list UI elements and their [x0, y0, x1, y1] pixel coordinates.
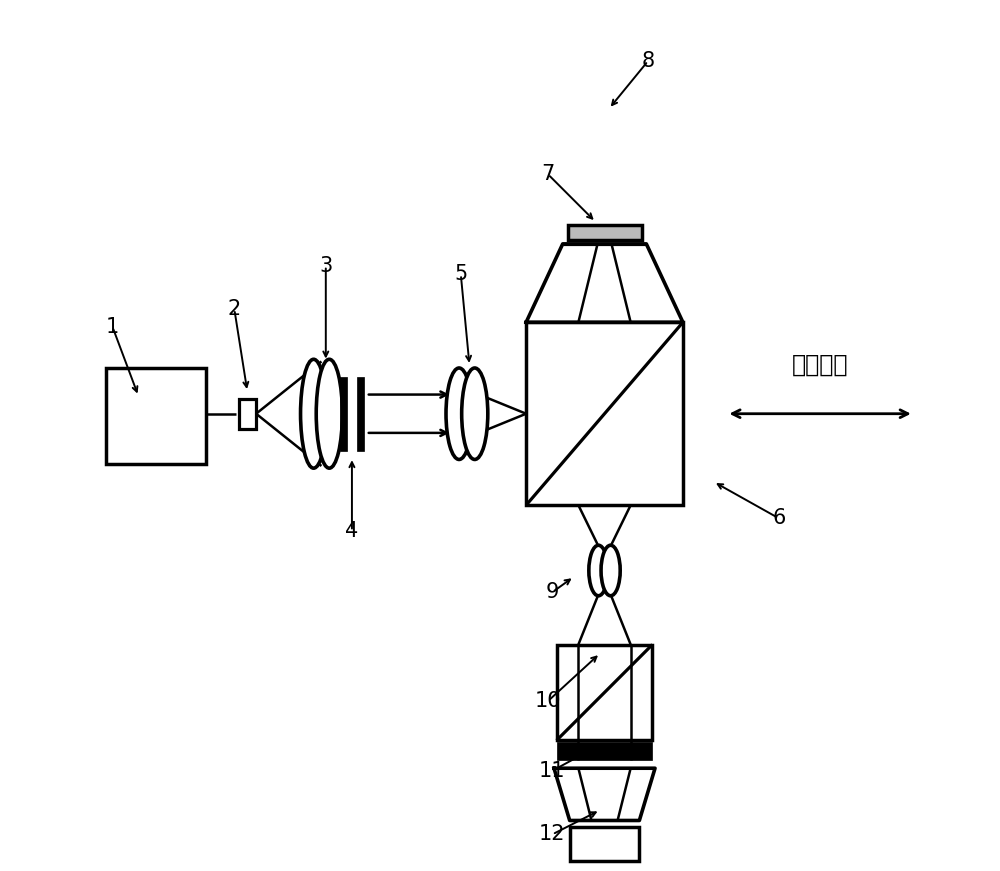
Text: 4: 4 [345, 522, 359, 541]
Bar [557, 742, 652, 760]
Ellipse shape [316, 359, 342, 469]
Text: 6: 6 [772, 509, 785, 528]
Bar [106, 368, 206, 464]
Ellipse shape [462, 368, 488, 460]
Ellipse shape [301, 359, 327, 469]
Bar [340, 376, 347, 451]
Ellipse shape [446, 368, 472, 460]
Bar [568, 225, 642, 240]
Text: 3: 3 [319, 256, 332, 275]
Bar [526, 322, 683, 505]
Text: 11: 11 [539, 761, 566, 780]
Text: 8: 8 [642, 51, 655, 71]
Text: 12: 12 [539, 825, 566, 844]
Text: 1: 1 [106, 317, 119, 336]
Text: 电控位移: 电控位移 [792, 353, 849, 377]
Text: 7: 7 [541, 165, 555, 184]
Ellipse shape [589, 545, 608, 596]
Ellipse shape [601, 545, 620, 596]
Bar [239, 399, 256, 429]
Text: 5: 5 [454, 265, 467, 284]
Bar [357, 376, 364, 451]
Bar [570, 827, 639, 861]
Text: 10: 10 [535, 692, 561, 711]
Text: 2: 2 [228, 300, 241, 319]
Text: 9: 9 [546, 583, 559, 602]
Bar [557, 645, 652, 740]
